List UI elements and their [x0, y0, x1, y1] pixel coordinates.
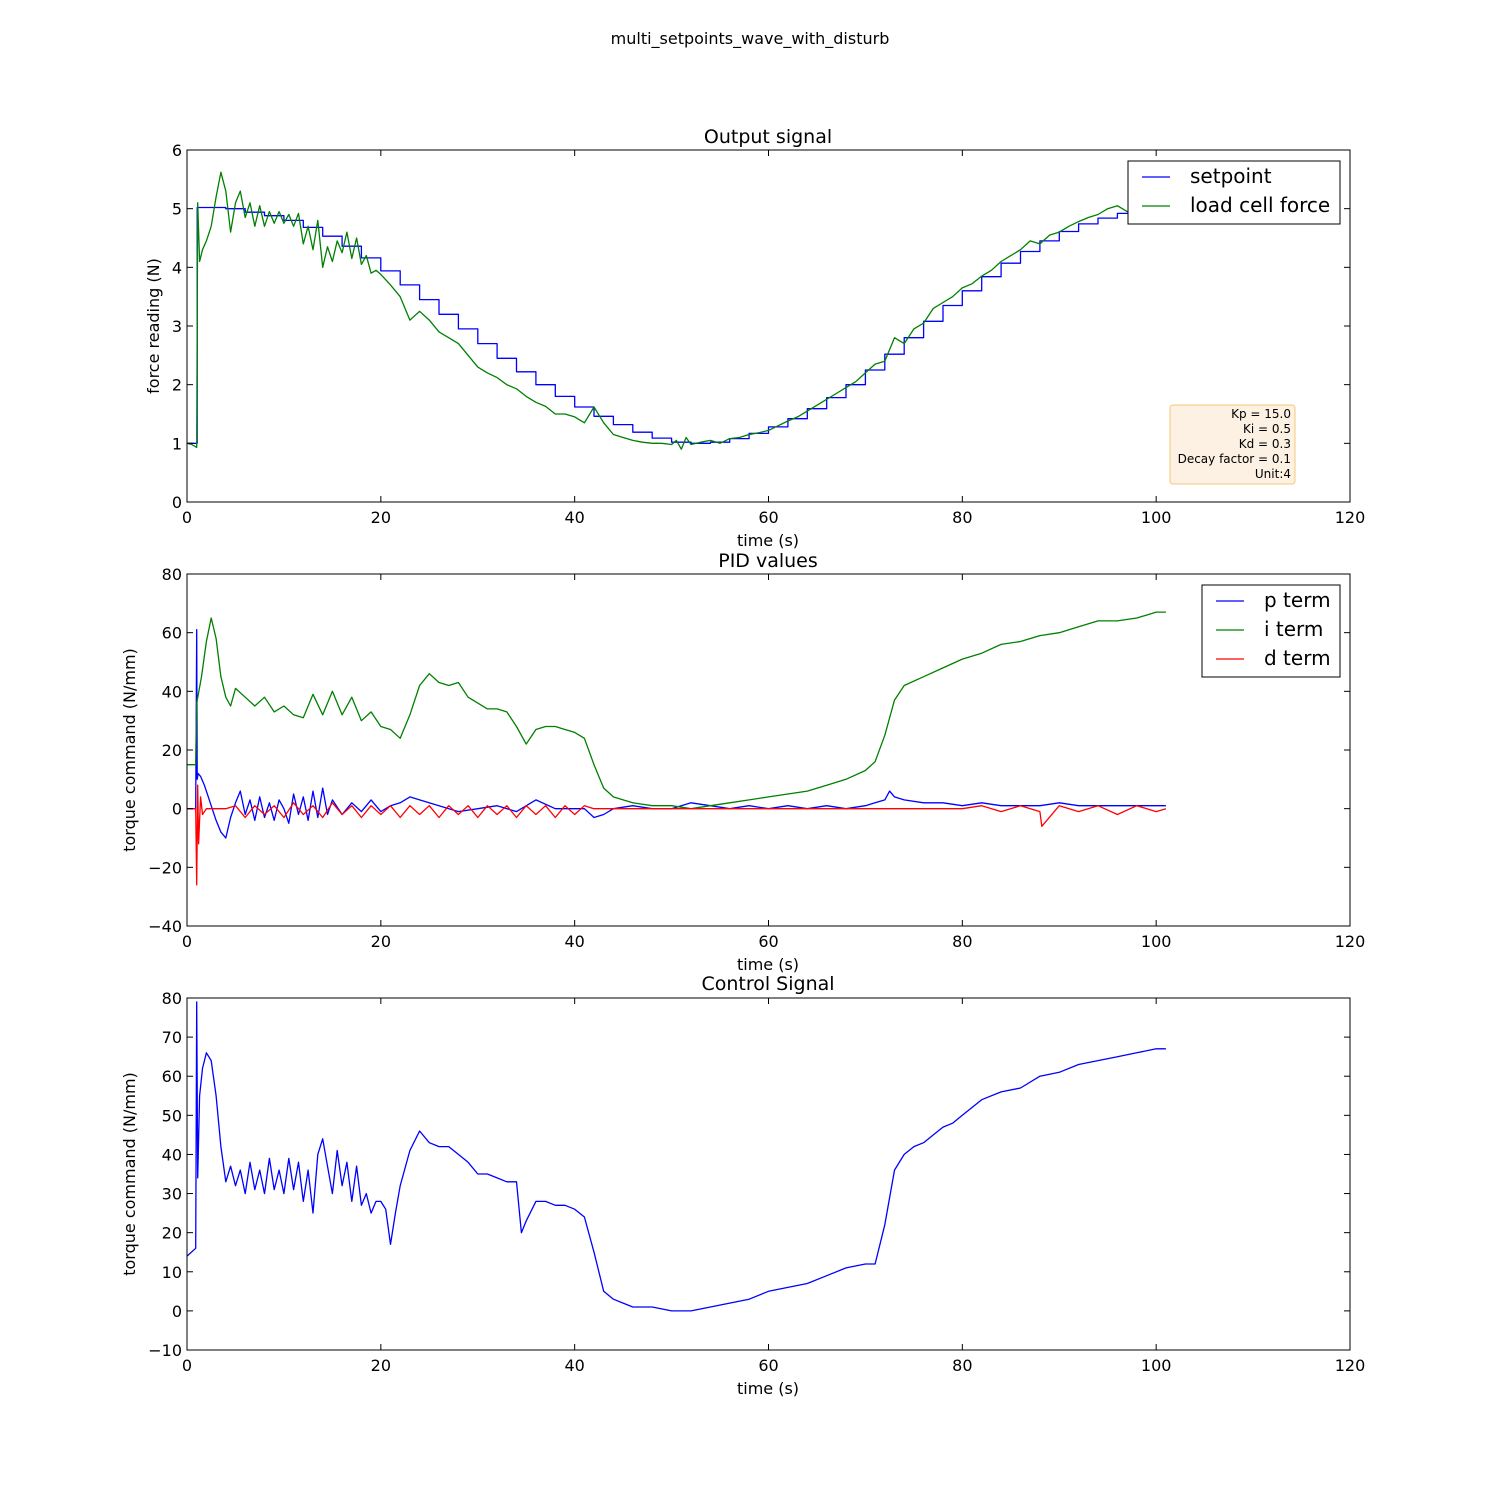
annotation-decay: Decay factor = 0.1: [1178, 452, 1291, 466]
pid-values-panel: PID values 0 20 40 60 80 100 120 −40 −20 0 20 40 60…: [120, 550, 1365, 974]
x-tick-label: 120: [1335, 1356, 1366, 1375]
y-tick-label: 20: [162, 741, 182, 760]
series-line-control-signal: [186, 1001, 1166, 1312]
x-tick-label: 80: [952, 1356, 972, 1375]
x-tick-label: 60: [758, 932, 778, 951]
y-tick-label: 10: [162, 1263, 182, 1282]
series-line-d-term: [187, 784, 1167, 886]
y-tick-label: 40: [162, 1145, 182, 1164]
y-tick-label: 0: [172, 1302, 182, 1321]
y-tick-label: 30: [162, 1185, 182, 1204]
x-tick-label: 40: [564, 508, 584, 527]
annotation-kp: Kp = 15.0: [1231, 407, 1291, 421]
x-tick-label: 20: [371, 932, 391, 951]
x-tick-label: 40: [564, 932, 584, 951]
y-axis-label: torque command (N/mm): [120, 1072, 139, 1276]
y-tick-label: 0: [172, 493, 182, 512]
y-tick-label: 2: [172, 376, 182, 395]
y-tick-label: −20: [148, 858, 182, 877]
y-tick-label: 70: [162, 1028, 182, 1047]
x-tick-label: 0: [182, 1356, 192, 1375]
x-axis-label: time (s): [737, 955, 799, 974]
x-tick-label: 100: [1141, 932, 1172, 951]
y-tick-label: −10: [148, 1341, 182, 1360]
legend-label-p-term: p term: [1264, 588, 1331, 612]
panel-title: Control Signal: [701, 973, 834, 995]
parameter-annotation: Kp = 15.0 Ki = 0.5 Kd = 0.3 Decay factor…: [1169, 404, 1296, 485]
y-tick-label: 3: [172, 317, 182, 336]
x-tick-label: 80: [952, 932, 972, 951]
x-axis-label: time (s): [737, 1379, 799, 1398]
x-tick-label: 20: [371, 508, 391, 527]
x-tick-label: 120: [1335, 932, 1366, 951]
annotation-kd: Kd = 0.3: [1239, 437, 1291, 451]
legend: p term i term d term: [1201, 584, 1341, 678]
legend-label-load-cell-force: load cell force: [1190, 193, 1330, 217]
y-tick-label: 1: [172, 434, 182, 453]
y-axis-label: force reading (N): [144, 258, 163, 394]
annotation-ki: Ki = 0.5: [1243, 422, 1291, 436]
y-tick-label: 60: [162, 1067, 182, 1086]
y-tick-label: 20: [162, 1224, 182, 1243]
series-line-i-term: [187, 611, 1166, 810]
series-line-load-cell-force: [186, 171, 1167, 450]
x-tick-label: 60: [758, 1356, 778, 1375]
x-tick-label: 100: [1141, 1356, 1172, 1375]
x-tick-label: 100: [1141, 508, 1172, 527]
y-tick-label: 40: [162, 682, 182, 701]
panel-title: PID values: [718, 550, 818, 572]
legend-label-setpoint: setpoint: [1190, 164, 1272, 188]
annotation-unit: Unit:4: [1255, 467, 1291, 481]
panel-title: Output signal: [704, 126, 832, 148]
y-tick-label: 4: [172, 258, 182, 277]
legend-label-d-term: d term: [1264, 646, 1331, 670]
y-tick-label: −40: [148, 917, 182, 936]
x-tick-label: 20: [371, 1356, 391, 1375]
legend-label-i-term: i term: [1264, 617, 1323, 641]
control-signal-panel: Control Signal 0 20 40 60 80 100 120 −10010203…: [120, 973, 1365, 1398]
x-tick-label: 0: [182, 508, 192, 527]
x-axis-label: time (s): [737, 531, 799, 550]
series-line-setpoint: [187, 206, 1167, 444]
y-axis-label: torque command (N/mm): [120, 648, 139, 852]
y-tick-label: 80: [162, 565, 182, 584]
x-tick-label: 80: [952, 508, 972, 527]
x-tick-label: 120: [1335, 508, 1366, 527]
output-signal-panel: Output signal 0 20 40 60 80 100 120 0 1 2 3 4 5 6 ti…: [144, 126, 1365, 550]
y-tick-label: 5: [172, 200, 182, 219]
y-tick-label: 60: [162, 624, 182, 643]
x-tick-label: 0: [182, 932, 192, 951]
series-line-p-term: [187, 629, 1166, 839]
y-tick-label: 50: [162, 1106, 182, 1125]
legend: setpoint load cell force: [1127, 160, 1341, 225]
y-tick-label: 6: [172, 141, 182, 160]
y-tick-label: 80: [162, 989, 182, 1008]
figure-title: multi_setpoints_wave_with_disturb: [611, 29, 890, 49]
x-tick-label: 60: [758, 508, 778, 527]
y-tick-label: 0: [172, 800, 182, 819]
x-tick-label: 40: [564, 1356, 584, 1375]
